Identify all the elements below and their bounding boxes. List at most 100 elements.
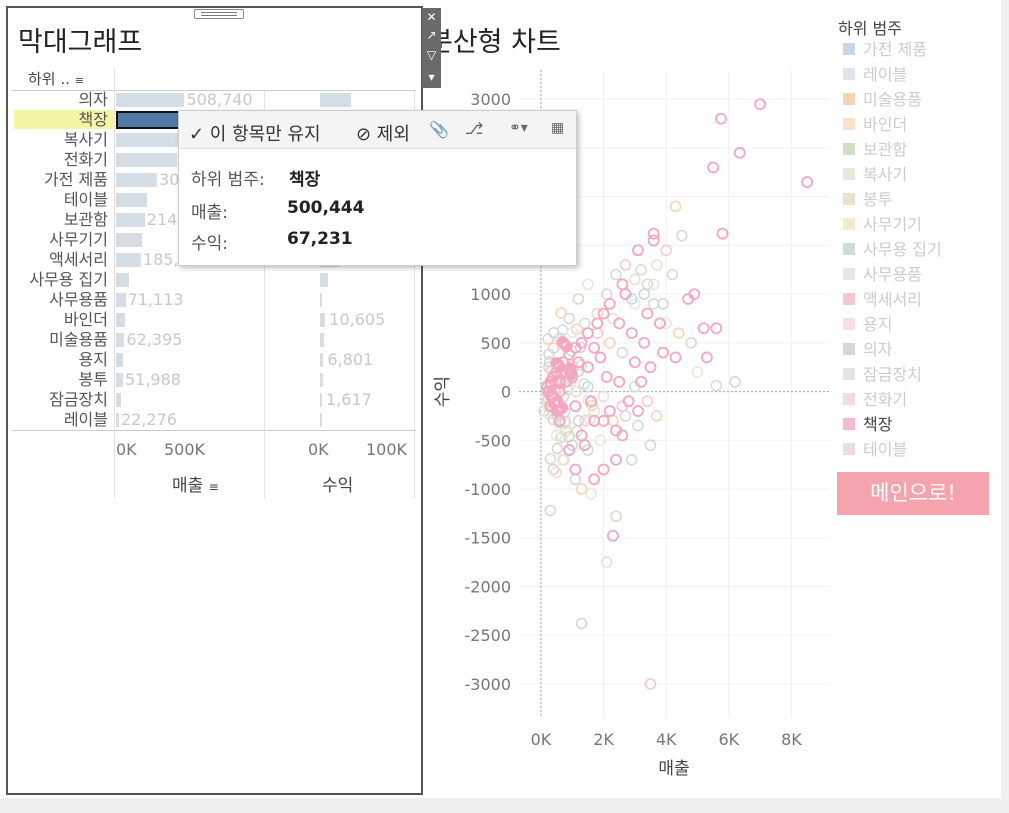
sales-bar[interactable]: [116, 393, 121, 407]
data-point: [563, 312, 575, 325]
row-header[interactable]: 하위 .. ≡: [28, 70, 84, 88]
tooltip-key: 매출:: [191, 203, 229, 223]
sales-bar[interactable]: [116, 111, 184, 129]
legend-item[interactable]: 복사기: [843, 165, 907, 185]
row-label[interactable]: 사무용품: [49, 290, 108, 309]
sales-bar[interactable]: [116, 333, 125, 347]
profit-bar[interactable]: [320, 373, 323, 387]
sort-icon[interactable]: ≡: [208, 480, 219, 494]
highlight-point: [552, 359, 565, 372]
legend-item[interactable]: 사무용 집기: [843, 240, 942, 260]
data-point: [570, 385, 582, 398]
group-icon[interactable]: ⎇: [465, 119, 484, 138]
exclude-button[interactable]: ⊘ 제외: [356, 124, 410, 145]
profit-value-label: 1,617: [326, 390, 372, 409]
sales-bar[interactable]: [116, 193, 147, 207]
legend-swatch: [843, 168, 855, 180]
keep-only-button[interactable]: ✓ 이 항목만 유지: [189, 124, 321, 145]
legend-item[interactable]: 책장: [843, 415, 892, 435]
profit-bar[interactable]: [320, 413, 322, 427]
data-point: [619, 259, 632, 271]
profit-bar[interactable]: [320, 93, 351, 107]
profit-bar[interactable]: [320, 313, 326, 327]
sort-icon[interactable]: ≡: [74, 74, 84, 87]
legend-item[interactable]: 보관함: [843, 140, 907, 160]
legend-item[interactable]: 미술용품: [843, 90, 922, 110]
row-label[interactable]: 사무기기: [49, 230, 108, 249]
col1-title[interactable]: 매출 ≡: [172, 476, 219, 496]
legend-item[interactable]: 레이블: [843, 65, 907, 85]
link-dropdown-icon[interactable]: ⚭▾: [509, 120, 528, 136]
highlight-point: [557, 337, 570, 349]
row-label[interactable]: 용지: [78, 350, 108, 369]
row-label[interactable]: 바인더: [63, 310, 108, 329]
row-label[interactable]: 의자: [78, 90, 108, 109]
row-label[interactable]: 복사기: [63, 130, 108, 149]
table-view-icon[interactable]: ▦: [551, 120, 565, 136]
legend-item[interactable]: 용지: [843, 315, 892, 335]
row-label[interactable]: 가전 제품: [44, 170, 108, 189]
row-label[interactable]: 미술용품: [49, 330, 108, 349]
legend-item[interactable]: 액세서리: [843, 290, 922, 310]
paperclip-icon[interactable]: 📎: [429, 120, 449, 139]
sales-bar[interactable]: [116, 153, 178, 167]
drag-handle-icon[interactable]: [194, 9, 244, 19]
sales-bar[interactable]: [116, 173, 158, 187]
sales-bar[interactable]: [116, 413, 119, 427]
sales-bar[interactable]: [116, 133, 180, 147]
highlight-point: [641, 307, 654, 320]
legend-item[interactable]: 의자: [843, 340, 892, 360]
profit-bar[interactable]: [320, 273, 328, 287]
profit-bar[interactable]: [320, 333, 324, 347]
row-label[interactable]: 사무용 집기: [29, 270, 108, 289]
legend-item[interactable]: 가전 제품: [843, 40, 927, 60]
legend-item[interactable]: 사무기기: [843, 215, 922, 235]
data-point: [651, 410, 663, 422]
legend-swatch: [843, 318, 855, 330]
legend-swatch: [843, 218, 855, 230]
row-label[interactable]: 봉투: [78, 370, 108, 389]
col1-tick: 500K: [164, 440, 206, 459]
menu-dropdown-icon[interactable]: ▾: [422, 68, 441, 88]
legend-item[interactable]: 봉투: [843, 190, 892, 210]
sales-bar[interactable]: [116, 233, 142, 247]
legend-item[interactable]: 사무용품: [843, 265, 922, 285]
profit-bar[interactable]: [320, 393, 322, 407]
main-button[interactable]: 메인으로!: [837, 472, 989, 515]
legend-item[interactable]: 바인더: [843, 115, 907, 135]
sales-bar[interactable]: [116, 93, 185, 107]
profit-bar[interactable]: [320, 293, 322, 307]
y-tick-label: 0: [501, 383, 511, 402]
row-label[interactable]: 액세서리: [49, 250, 108, 269]
sales-bar[interactable]: [116, 273, 129, 287]
row-label[interactable]: 전화기: [63, 150, 108, 169]
row-label[interactable]: 레이블: [63, 410, 108, 429]
sales-value-label: 508,740: [186, 90, 253, 109]
data-point: [616, 346, 629, 359]
row-label[interactable]: 책장: [78, 110, 108, 129]
sales-bar[interactable]: [116, 353, 124, 367]
row-label[interactable]: 테이블: [63, 190, 108, 209]
legend-item[interactable]: 전화기: [843, 390, 907, 410]
data-point: [547, 463, 560, 476]
row-label[interactable]: 보관함: [63, 210, 108, 229]
sales-bar[interactable]: [116, 293, 126, 307]
data-point: [544, 504, 557, 517]
filter-icon[interactable]: ▽: [422, 46, 441, 68]
legend-item[interactable]: 잠금장치: [843, 365, 922, 385]
legend-label: 잠금장치: [863, 365, 922, 384]
data-point: [575, 617, 588, 630]
axis-divider: [114, 68, 115, 498]
sales-bar[interactable]: [116, 313, 126, 327]
popout-icon[interactable]: ↗: [422, 26, 441, 46]
data-point: [600, 556, 613, 568]
close-icon[interactable]: ✕: [422, 8, 441, 26]
profit-bar[interactable]: [320, 353, 324, 367]
data-point: [647, 298, 660, 310]
legend-swatch: [843, 193, 855, 205]
legend-item[interactable]: 테이블: [843, 440, 907, 460]
row-label[interactable]: 잠금장치: [49, 390, 108, 409]
sales-bar[interactable]: [116, 213, 145, 227]
sales-bar[interactable]: [116, 253, 141, 267]
sales-bar[interactable]: [116, 373, 123, 387]
